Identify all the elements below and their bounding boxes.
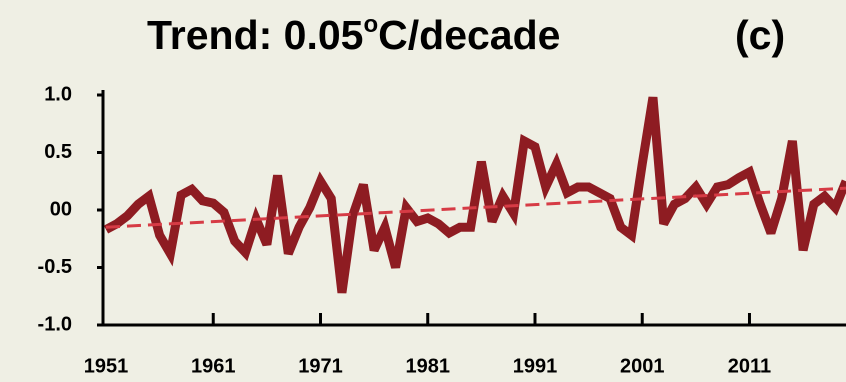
x-tick-label: 1991 [513,355,558,377]
y-tick-label: -0.5 [38,256,72,278]
data-line [103,96,846,294]
panel-label: (c) [735,12,785,58]
y-tick-label: 1.0 [44,83,72,105]
y-tick-label: -1.0 [38,313,72,335]
x-tick-label: 1981 [405,355,450,377]
trend-line [105,186,846,229]
chart-title: Trend: 0.05oC/decade [147,11,560,57]
y-tick-label: 0.5 [44,141,72,163]
title-text: Trend: 0.05 [147,12,363,58]
x-tick-label: 1961 [191,355,236,377]
x-tick-label: 1971 [298,355,343,377]
title-superscript: o [363,11,378,38]
y-tick-label: 00 [50,198,72,220]
title-text-end: C/decade [378,12,560,58]
x-tick-label: 1951 [84,355,129,377]
x-tick-label: 2011 [728,355,771,377]
x-tick-label: 2001 [620,355,665,377]
